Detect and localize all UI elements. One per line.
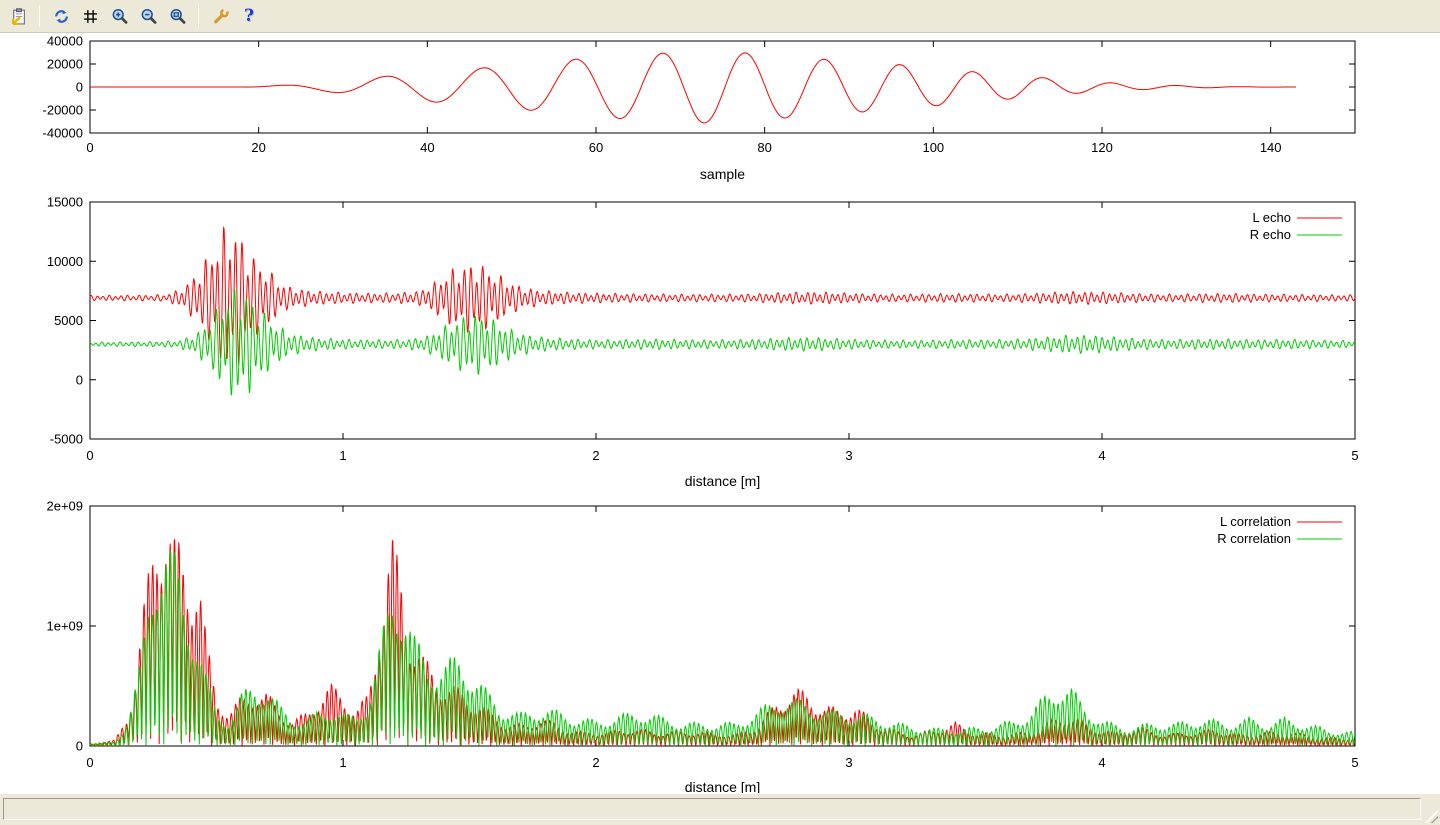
plot-border <box>89 40 1356 134</box>
x-axis-label: sample <box>700 166 745 182</box>
series-excitation-pulse <box>90 52 1296 124</box>
series-l-echo <box>89 225 1356 365</box>
toolbar-separator <box>39 5 40 27</box>
x-tick-label: 40 <box>420 140 434 155</box>
copy-to-clipboard-icon <box>11 7 25 25</box>
chart-3: 0 1 2 3 4 5 0 1e+09 2e+09 distance [m] L correlati… <box>46 499 1358 794</box>
autoscale-button[interactable] <box>164 3 190 29</box>
replot-button[interactable] <box>48 3 74 29</box>
y-tick-label: 20000 <box>47 57 83 72</box>
resize-grip[interactable] <box>1425 810 1438 823</box>
series-l-correlation <box>89 539 1355 748</box>
x-tick-label: 3 <box>845 755 852 770</box>
settings-wrench-icon <box>213 8 229 23</box>
help-button[interactable]: ? <box>236 3 262 29</box>
series-r-echo <box>89 289 1356 396</box>
zoom-out-button[interactable] <box>135 3 161 29</box>
y-tick-label: -5000 <box>50 432 83 447</box>
x-tick-label: 3 <box>845 448 852 463</box>
toolbar-separator <box>198 5 199 27</box>
y-tick-label: 10000 <box>47 254 83 269</box>
legend-label: R correlation <box>1217 531 1291 546</box>
x-tick-label: 0 <box>86 448 93 463</box>
plot-area: 0 20 40 60 80 100 120 140 -40000 -20000 0 20000 4000… <box>0 33 1440 793</box>
x-tick-label: 5 <box>1351 755 1358 770</box>
y-tick-label: 0 <box>76 80 83 95</box>
y-tick-label: -40000 <box>43 126 83 141</box>
grid-icon <box>83 9 97 23</box>
legend-label: R echo <box>1250 227 1291 242</box>
x-tick-label: 100 <box>922 140 944 155</box>
x-tick-label: 1 <box>339 448 346 463</box>
y-tick-label: 40000 <box>47 34 83 49</box>
y-tick-label: -20000 <box>43 103 83 118</box>
zoom-out-icon <box>141 8 156 24</box>
x-tick-label: 2 <box>592 755 599 770</box>
plot-border <box>89 505 1356 747</box>
y-tick-label: 1e+09 <box>46 619 83 634</box>
x-tick-label: 5 <box>1351 448 1358 463</box>
configure-button[interactable] <box>207 3 233 29</box>
toolbar: ? <box>0 0 1440 33</box>
plot-border <box>89 201 1356 440</box>
chart-1: 0 20 40 60 80 100 120 140 -40000 -20000 0 20000 4000… <box>43 34 1356 182</box>
x-tick-label: 0 <box>86 140 93 155</box>
x-tick-label: 4 <box>1098 755 1105 770</box>
y-tick-label: 15000 <box>47 195 83 210</box>
x-axis-label: distance [m] <box>685 473 760 489</box>
statusbar <box>0 793 1440 825</box>
x-tick-label: 80 <box>757 140 771 155</box>
y-tick-label: 2e+09 <box>46 499 83 514</box>
legend-label: L echo <box>1252 210 1291 225</box>
x-tick-label: 0 <box>86 755 93 770</box>
help-icon: ? <box>244 5 254 26</box>
x-tick-label: 4 <box>1098 448 1105 463</box>
x-tick-label: 2 <box>592 448 599 463</box>
x-tick-label: 60 <box>589 140 603 155</box>
toggle-grid-button[interactable] <box>77 3 103 29</box>
y-tick-label: 0 <box>76 372 83 387</box>
zoom-in-icon <box>112 8 127 24</box>
legend-label: L correlation <box>1220 514 1291 529</box>
series-r-correlation <box>89 550 1356 748</box>
y-tick-label: 5000 <box>54 313 83 328</box>
x-tick-label: 120 <box>1091 140 1113 155</box>
statusbar-message <box>3 798 1421 820</box>
copy-to-clipboard-button[interactable] <box>5 3 31 29</box>
x-tick-label: 20 <box>251 140 265 155</box>
refresh-icon <box>54 9 68 23</box>
plots-canvas[interactable]: 0 20 40 60 80 100 120 140-40000-200000200004000… <box>0 33 1440 794</box>
autoscale-icon <box>170 8 185 24</box>
x-tick-label: 1 <box>339 755 346 770</box>
x-tick-label: 140 <box>1260 140 1282 155</box>
y-tick-label: 0 <box>76 739 83 754</box>
x-axis-label: distance [m] <box>685 779 760 793</box>
zoom-in-button[interactable] <box>106 3 132 29</box>
